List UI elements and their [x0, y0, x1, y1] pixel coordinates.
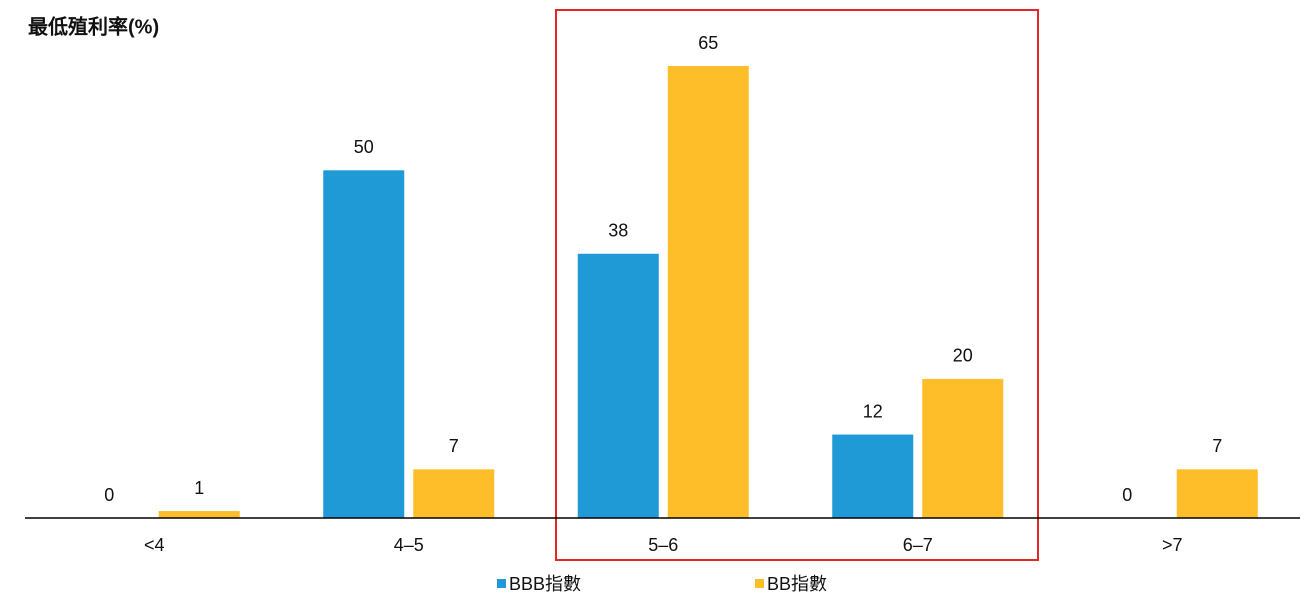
value-label: 0: [104, 485, 114, 505]
bar: [667, 66, 749, 518]
value-label: 1: [194, 478, 204, 498]
value-label: 0: [1122, 485, 1132, 505]
bar: [577, 253, 659, 518]
x-tick-label: <4: [144, 535, 165, 555]
value-label: 50: [354, 137, 374, 157]
legend-swatch: [755, 579, 764, 588]
x-tick-label: 4–5: [394, 535, 424, 555]
x-tick-label: 5–6: [648, 535, 678, 555]
value-label: 12: [863, 401, 883, 421]
value-label: 7: [1212, 436, 1222, 456]
bar: [413, 469, 495, 518]
legend-label: BB指數: [767, 574, 827, 594]
bar: [832, 434, 914, 518]
value-label: 65: [698, 33, 718, 53]
bar: [1176, 469, 1258, 518]
bar: [922, 378, 1004, 518]
bar: [323, 170, 405, 519]
bar: [158, 511, 240, 518]
x-tick-label: >7: [1162, 535, 1183, 555]
chart-title: 最低殖利率(%): [28, 14, 159, 38]
highlight-box: [555, 9, 1039, 561]
x-tick-label: 6–7: [903, 535, 933, 555]
value-label: 20: [953, 346, 973, 366]
value-label: 7: [449, 436, 459, 456]
legend-swatch: [497, 579, 506, 588]
legend-label: BBB指數: [509, 574, 581, 594]
value-label: 38: [608, 221, 628, 241]
